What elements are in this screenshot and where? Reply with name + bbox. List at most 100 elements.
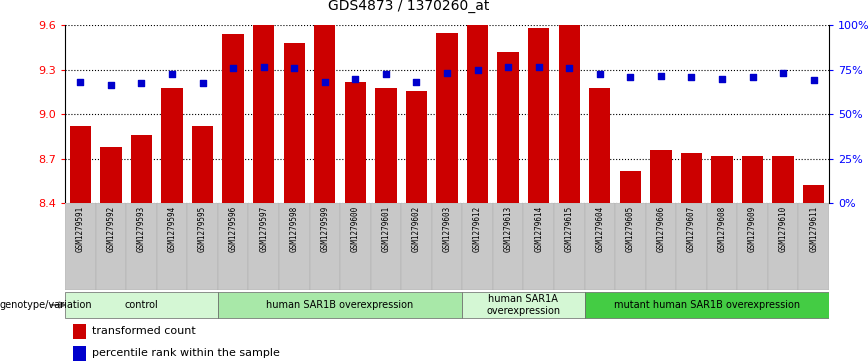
Point: [746, 74, 760, 80]
Text: human SAR1B overexpression: human SAR1B overexpression: [266, 300, 414, 310]
Bar: [589, 87, 610, 203]
Text: GSM1279613: GSM1279613: [503, 206, 513, 252]
Text: GSM1279611: GSM1279611: [809, 206, 819, 252]
Text: transformed count: transformed count: [92, 326, 195, 336]
Text: mutant human SAR1B overexpression: mutant human SAR1B overexpression: [614, 300, 799, 310]
Text: percentile rank within the sample: percentile rank within the sample: [92, 348, 279, 358]
Bar: [279, 203, 310, 290]
Text: GSM1279605: GSM1279605: [626, 206, 635, 252]
Text: GSM1279598: GSM1279598: [290, 206, 299, 252]
Bar: [620, 171, 641, 203]
Bar: [401, 203, 431, 290]
Bar: [65, 292, 218, 318]
Text: GSM1279594: GSM1279594: [168, 206, 176, 252]
Bar: [126, 203, 157, 290]
Text: GSM1279604: GSM1279604: [595, 206, 604, 252]
Bar: [248, 203, 279, 290]
Text: GSM1279612: GSM1279612: [473, 206, 482, 252]
Bar: [371, 203, 401, 290]
Point: [257, 64, 271, 70]
Bar: [405, 91, 427, 203]
Point: [654, 73, 667, 79]
Bar: [773, 156, 794, 203]
Text: GSM1279603: GSM1279603: [443, 206, 451, 252]
Bar: [222, 34, 244, 203]
Bar: [799, 203, 829, 290]
Point: [195, 80, 209, 86]
Bar: [803, 185, 825, 203]
Bar: [523, 203, 554, 290]
Bar: [157, 203, 187, 290]
Text: GSM1279591: GSM1279591: [76, 206, 85, 252]
Point: [104, 82, 118, 87]
Bar: [131, 135, 152, 203]
Text: GSM1279601: GSM1279601: [381, 206, 391, 252]
Bar: [431, 203, 463, 290]
Bar: [493, 203, 523, 290]
Point: [715, 76, 729, 82]
Bar: [737, 203, 768, 290]
Point: [776, 70, 790, 76]
Point: [348, 76, 362, 82]
Text: GSM1279609: GSM1279609: [748, 206, 757, 252]
Text: GSM1279607: GSM1279607: [687, 206, 696, 252]
Text: GSM1279606: GSM1279606: [656, 206, 666, 252]
Text: GSM1279600: GSM1279600: [351, 206, 360, 252]
Bar: [742, 156, 763, 203]
Bar: [284, 43, 305, 203]
Text: GSM1279610: GSM1279610: [779, 206, 787, 252]
Bar: [463, 292, 584, 318]
Bar: [650, 150, 672, 203]
Point: [685, 74, 699, 80]
Bar: [314, 25, 336, 203]
Point: [806, 77, 820, 83]
Bar: [554, 203, 584, 290]
Bar: [463, 203, 493, 290]
Bar: [65, 203, 95, 290]
Point: [410, 79, 424, 85]
Bar: [707, 203, 737, 290]
Bar: [161, 87, 183, 203]
Bar: [646, 203, 676, 290]
Bar: [584, 292, 829, 318]
Point: [623, 74, 637, 80]
Text: GSM1279615: GSM1279615: [565, 206, 574, 252]
Bar: [69, 126, 91, 203]
Bar: [187, 203, 218, 290]
Bar: [375, 87, 397, 203]
Bar: [100, 147, 122, 203]
Point: [287, 65, 301, 71]
Bar: [218, 203, 248, 290]
Bar: [768, 203, 799, 290]
Text: GSM1279599: GSM1279599: [320, 206, 329, 252]
Text: GSM1279593: GSM1279593: [137, 206, 146, 252]
Bar: [711, 156, 733, 203]
Text: GSM1279595: GSM1279595: [198, 206, 207, 252]
Title: GDS4873 / 1370260_at: GDS4873 / 1370260_at: [328, 0, 490, 13]
Bar: [310, 203, 340, 290]
Point: [470, 67, 484, 73]
Bar: [584, 203, 615, 290]
Bar: [676, 203, 707, 290]
Bar: [73, 324, 87, 339]
Text: human SAR1A
overexpression: human SAR1A overexpression: [486, 294, 561, 316]
Bar: [73, 346, 87, 361]
Point: [501, 64, 515, 70]
Text: GSM1279592: GSM1279592: [107, 206, 115, 252]
Bar: [253, 25, 274, 203]
Bar: [615, 203, 646, 290]
Text: genotype/variation: genotype/variation: [0, 300, 93, 310]
Bar: [497, 52, 519, 203]
Bar: [681, 153, 702, 203]
Bar: [437, 33, 457, 203]
Point: [562, 65, 576, 71]
Point: [440, 70, 454, 76]
Text: GSM1279614: GSM1279614: [534, 206, 543, 252]
Point: [74, 79, 88, 85]
Bar: [95, 203, 126, 290]
Text: GSM1279602: GSM1279602: [412, 206, 421, 252]
Text: GSM1279608: GSM1279608: [718, 206, 727, 252]
Point: [227, 65, 240, 71]
Bar: [467, 25, 489, 203]
Point: [135, 80, 148, 86]
